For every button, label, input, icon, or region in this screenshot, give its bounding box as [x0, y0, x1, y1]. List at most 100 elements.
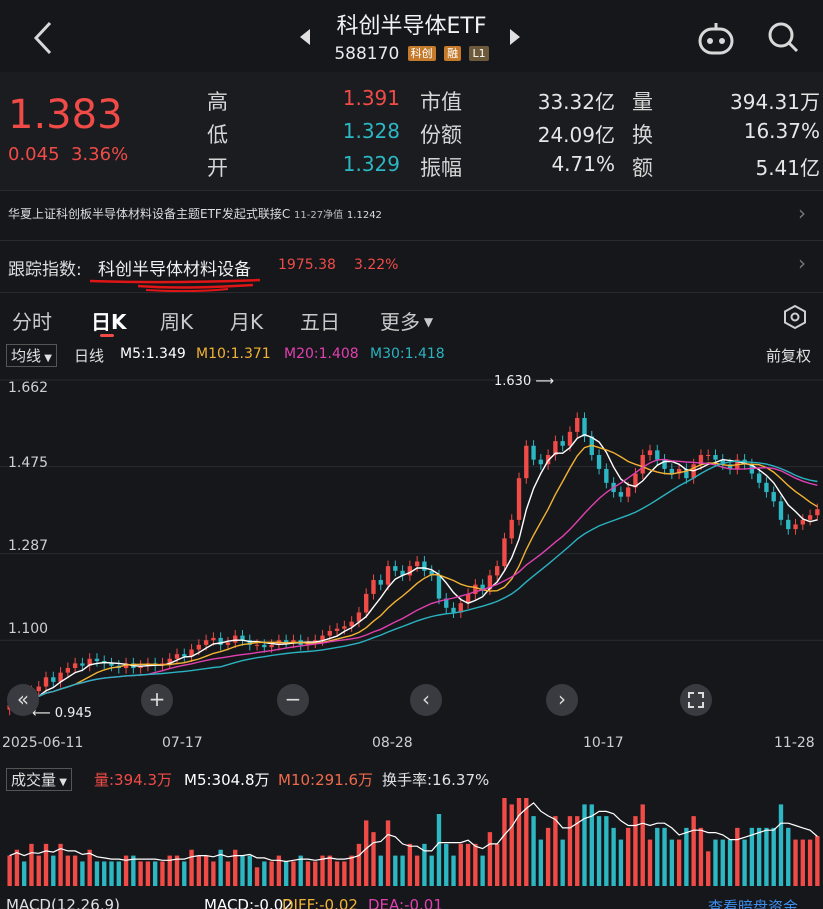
- volume-bar: [458, 843, 463, 886]
- volume-bar: [582, 804, 587, 886]
- volume-bar: [254, 867, 260, 886]
- divider: [0, 240, 823, 241]
- volume-bar: [400, 855, 405, 886]
- shares-label: 份额: [420, 123, 462, 147]
- tab-intraday[interactable]: 分时: [12, 310, 52, 334]
- search-icon[interactable]: [766, 20, 800, 58]
- linked-fund-nav-date: 11-27净值: [294, 210, 344, 221]
- macd-value: MACD:-0.02: [204, 896, 293, 909]
- fullscreen-button[interactable]: [680, 684, 712, 716]
- volume-bar: [356, 843, 362, 886]
- candle: [502, 532, 507, 572]
- volume-value: 394.31万: [730, 90, 820, 114]
- macd-select[interactable]: MACD(12,26,9): [6, 896, 120, 909]
- candle: [516, 472, 522, 526]
- adjust-mode[interactable]: 前复权: [766, 347, 812, 365]
- candle: [72, 657, 78, 674]
- volume-bar: [451, 855, 456, 886]
- ma-type-select[interactable]: 均线 ▼: [6, 344, 57, 367]
- volume-bar: [152, 861, 158, 886]
- badge-level: L1: [469, 46, 489, 61]
- tab-more[interactable]: 更多 ▼: [380, 306, 433, 335]
- volume-bar: [276, 855, 282, 886]
- scroll-left-button[interactable]: ‹: [410, 684, 442, 716]
- volume-bar: [713, 839, 718, 886]
- y-tick-label: 1.287: [8, 538, 49, 554]
- candle: [43, 671, 49, 693]
- volume-bar: [407, 843, 413, 886]
- ma5-value: M5:1.349: [120, 346, 186, 362]
- scroll-right-button[interactable]: ›: [546, 684, 578, 716]
- candle: [371, 574, 376, 600]
- prev-stock-icon[interactable]: [298, 28, 312, 50]
- chevron-right-icon: ›: [798, 251, 806, 275]
- candle: [604, 463, 609, 489]
- y-tick-label: 1.100: [8, 621, 49, 637]
- candle: [647, 444, 653, 461]
- ma-line-m10: [9, 444, 818, 706]
- volume-bar: [116, 861, 121, 886]
- candle: [218, 632, 223, 651]
- caret-down-icon: ▼: [41, 353, 52, 364]
- volume-bar: [487, 832, 493, 886]
- volume-bar: [174, 855, 180, 886]
- volume-bar: [80, 861, 85, 886]
- volume-bar: [655, 827, 660, 886]
- dark-pool-link[interactable]: 查看暗盘资金: [708, 898, 799, 909]
- volume-bar: [14, 849, 20, 886]
- turnover-label: 换: [632, 123, 653, 147]
- settings-hexagon-icon[interactable]: [782, 304, 808, 334]
- low-label: 低: [207, 123, 228, 147]
- candle: [247, 634, 252, 651]
- zoom-in-button[interactable]: +: [141, 684, 173, 716]
- volume-bar: [473, 843, 478, 886]
- next-stock-icon[interactable]: [508, 28, 522, 50]
- volume-bar: [422, 843, 427, 886]
- volume-bar: [793, 839, 798, 886]
- sub-panel-select[interactable]: 成交量 ▼: [6, 768, 72, 791]
- candle: [349, 616, 354, 632]
- volume-bar: [123, 855, 129, 886]
- open-label: 开: [207, 156, 228, 180]
- last-price: 1.383: [8, 92, 123, 138]
- tracking-index-row[interactable]: 跟踪指数: 科创半导体材料设备 1975.38 3.22% ›: [0, 241, 823, 293]
- high-label: 高: [207, 90, 228, 114]
- volume-bar: [138, 861, 143, 886]
- back-icon[interactable]: [30, 20, 56, 56]
- candle: [800, 514, 805, 531]
- volume-bar: [305, 861, 311, 886]
- volume-bar: [444, 843, 449, 886]
- zoom-out-button[interactable]: −: [277, 684, 309, 716]
- robot-assistant-icon[interactable]: [696, 20, 736, 60]
- stock-code: 588170: [334, 44, 400, 64]
- tab-monthly-k[interactable]: 月K: [230, 310, 264, 334]
- volume-bar: [618, 839, 624, 886]
- ma-type-label: 均线: [11, 347, 42, 365]
- volume-today: 量:394.3万: [94, 771, 172, 789]
- candle: [262, 639, 267, 653]
- tab-five-day[interactable]: 五日: [300, 310, 340, 334]
- candle: [582, 412, 587, 443]
- ma-line-m30: [9, 460, 818, 706]
- candle: [531, 440, 536, 466]
- tab-daily-k[interactable]: 日K: [91, 310, 127, 334]
- candle: [58, 667, 63, 688]
- volume-bar: [691, 816, 696, 886]
- candle: [407, 560, 413, 581]
- candlestick-chart[interactable]: [0, 372, 823, 722]
- tab-weekly-k[interactable]: 周K: [160, 310, 194, 334]
- volume-bar: [465, 843, 471, 886]
- scroll-left-fast-button[interactable]: «: [7, 684, 39, 716]
- volume-bar: [647, 839, 653, 886]
- linked-fund-row[interactable]: 华夏上证科创板半导体材料设备主题ETF发起式联接C 11-27净值 1.1242…: [0, 191, 823, 239]
- tracking-index-pct: 3.22%: [354, 257, 399, 273]
- volume-bar: [480, 855, 485, 886]
- volume-bar: [22, 861, 27, 886]
- candle: [756, 467, 762, 489]
- candle: [378, 574, 383, 591]
- candle: [364, 588, 369, 619]
- macd-bar: MACD(12,26,9) MACD:-0.02 DIFF:-0.02 DEA:…: [0, 896, 823, 909]
- candle: [786, 514, 791, 535]
- volume-chart[interactable]: [0, 792, 823, 886]
- chevron-right-icon: ›: [798, 201, 806, 225]
